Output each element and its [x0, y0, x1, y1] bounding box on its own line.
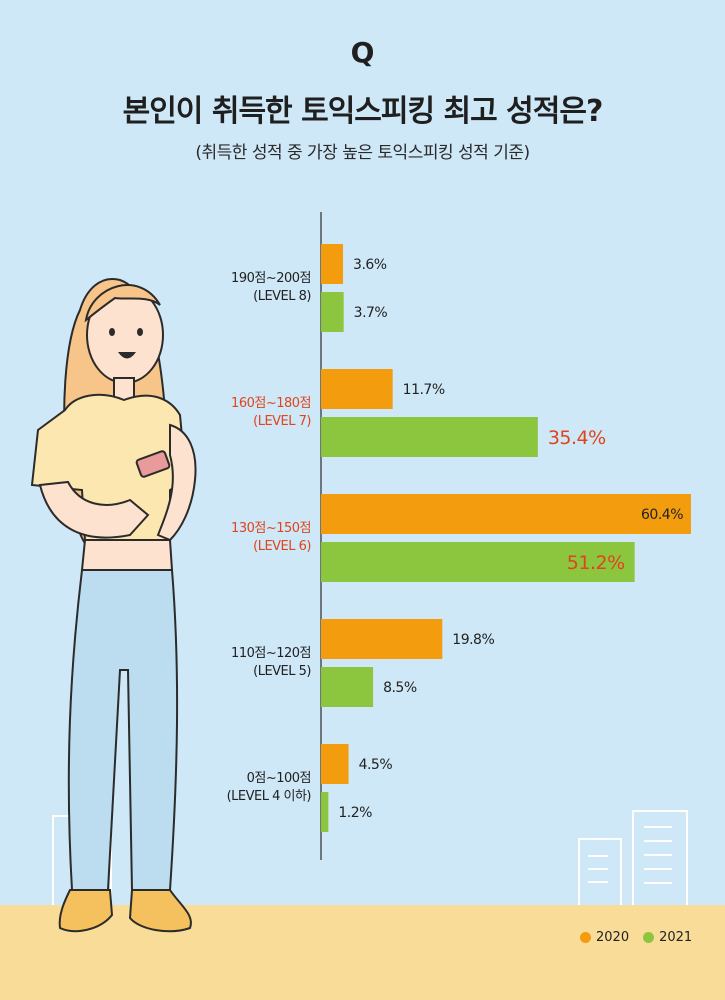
- data-label-2021-3: 51.2%: [567, 552, 625, 574]
- bar-2020-1: [321, 244, 344, 284]
- category-label-4: 110점~120점: [231, 646, 311, 661]
- page-subtitle: (취득한 성적 중 가장 높은 토익스피킹 성적 기준): [195, 143, 530, 163]
- legend-item-2020: 2020: [580, 930, 629, 945]
- data-label-2020-3: 60.4%: [641, 507, 683, 523]
- data-label-2020-4: 19.8%: [452, 632, 494, 648]
- building-window-line: [644, 854, 672, 856]
- data-label-2021-2: 35.4%: [548, 427, 606, 449]
- building-window-line: [588, 881, 608, 883]
- bar-2021-3: [321, 542, 635, 582]
- legend-label-2021: 2021: [659, 930, 693, 945]
- category-sublabel-3: (LEVEL 6): [253, 539, 311, 554]
- building-window-line: [644, 868, 672, 870]
- bar-2020-4: [321, 619, 443, 659]
- bar-2020-2: [321, 369, 393, 409]
- category-sublabel-4: (LEVEL 5): [253, 664, 311, 679]
- building-window-line: [588, 868, 608, 870]
- legend-item-2021: 2021: [643, 930, 692, 945]
- category-label-3: 130점~150점: [231, 521, 311, 536]
- score-distribution-bar-chart: 190점~200점 (LEVEL 8) 3.6% 3.7% 160점~180점 (LEVE…: [227, 212, 691, 860]
- legend-label-2020: 2020: [596, 930, 630, 945]
- bar-2021-1: [321, 292, 344, 332]
- category-label-5: 0점~100점: [247, 771, 311, 786]
- ground-strip: [0, 905, 725, 1000]
- building-decoration: [632, 810, 688, 907]
- building-window-line: [588, 855, 608, 857]
- bar-2020-3: [321, 494, 691, 534]
- woman-with-phone-illustration: [30, 278, 197, 933]
- building-window-line: [644, 882, 672, 884]
- bar-2021-2: [321, 417, 538, 457]
- legend-swatch-2021: [643, 932, 655, 943]
- data-label-2021-5: 1.2%: [338, 805, 372, 821]
- category-sublabel-1: (LEVEL 8): [253, 289, 311, 304]
- data-label-2020-1: 3.6%: [353, 257, 387, 273]
- question-mark-q: Q: [350, 36, 375, 69]
- bar-2020-5: [321, 744, 349, 784]
- category-label-2: 160점~180점: [231, 396, 311, 411]
- page-title: 본인이 취득한 토익스피킹 최고 성적은?: [122, 94, 604, 129]
- data-label-2020-2: 11.7%: [403, 382, 445, 398]
- data-label-2021-4: 8.5%: [383, 680, 417, 696]
- chart-legend: 2020 2021: [580, 930, 692, 945]
- category-sublabel-5: (LEVEL 4 이하): [227, 789, 311, 804]
- building-decoration: [578, 838, 622, 907]
- building-window-line: [644, 840, 672, 842]
- legend-swatch-2020: [580, 932, 591, 943]
- bar-2021-5: [321, 792, 329, 832]
- data-label-2021-1: 3.7%: [354, 305, 388, 321]
- category-sublabel-2: (LEVEL 7): [253, 414, 311, 429]
- chart-marks: 190점~200점 (LEVEL 8) 3.6% 3.7% 160점~180점 (LEVE…: [227, 244, 691, 832]
- category-label-1: 190점~200점: [231, 271, 311, 286]
- building-window-line: [644, 826, 672, 828]
- bar-2021-4: [321, 667, 374, 707]
- data-label-2020-5: 4.5%: [359, 757, 393, 773]
